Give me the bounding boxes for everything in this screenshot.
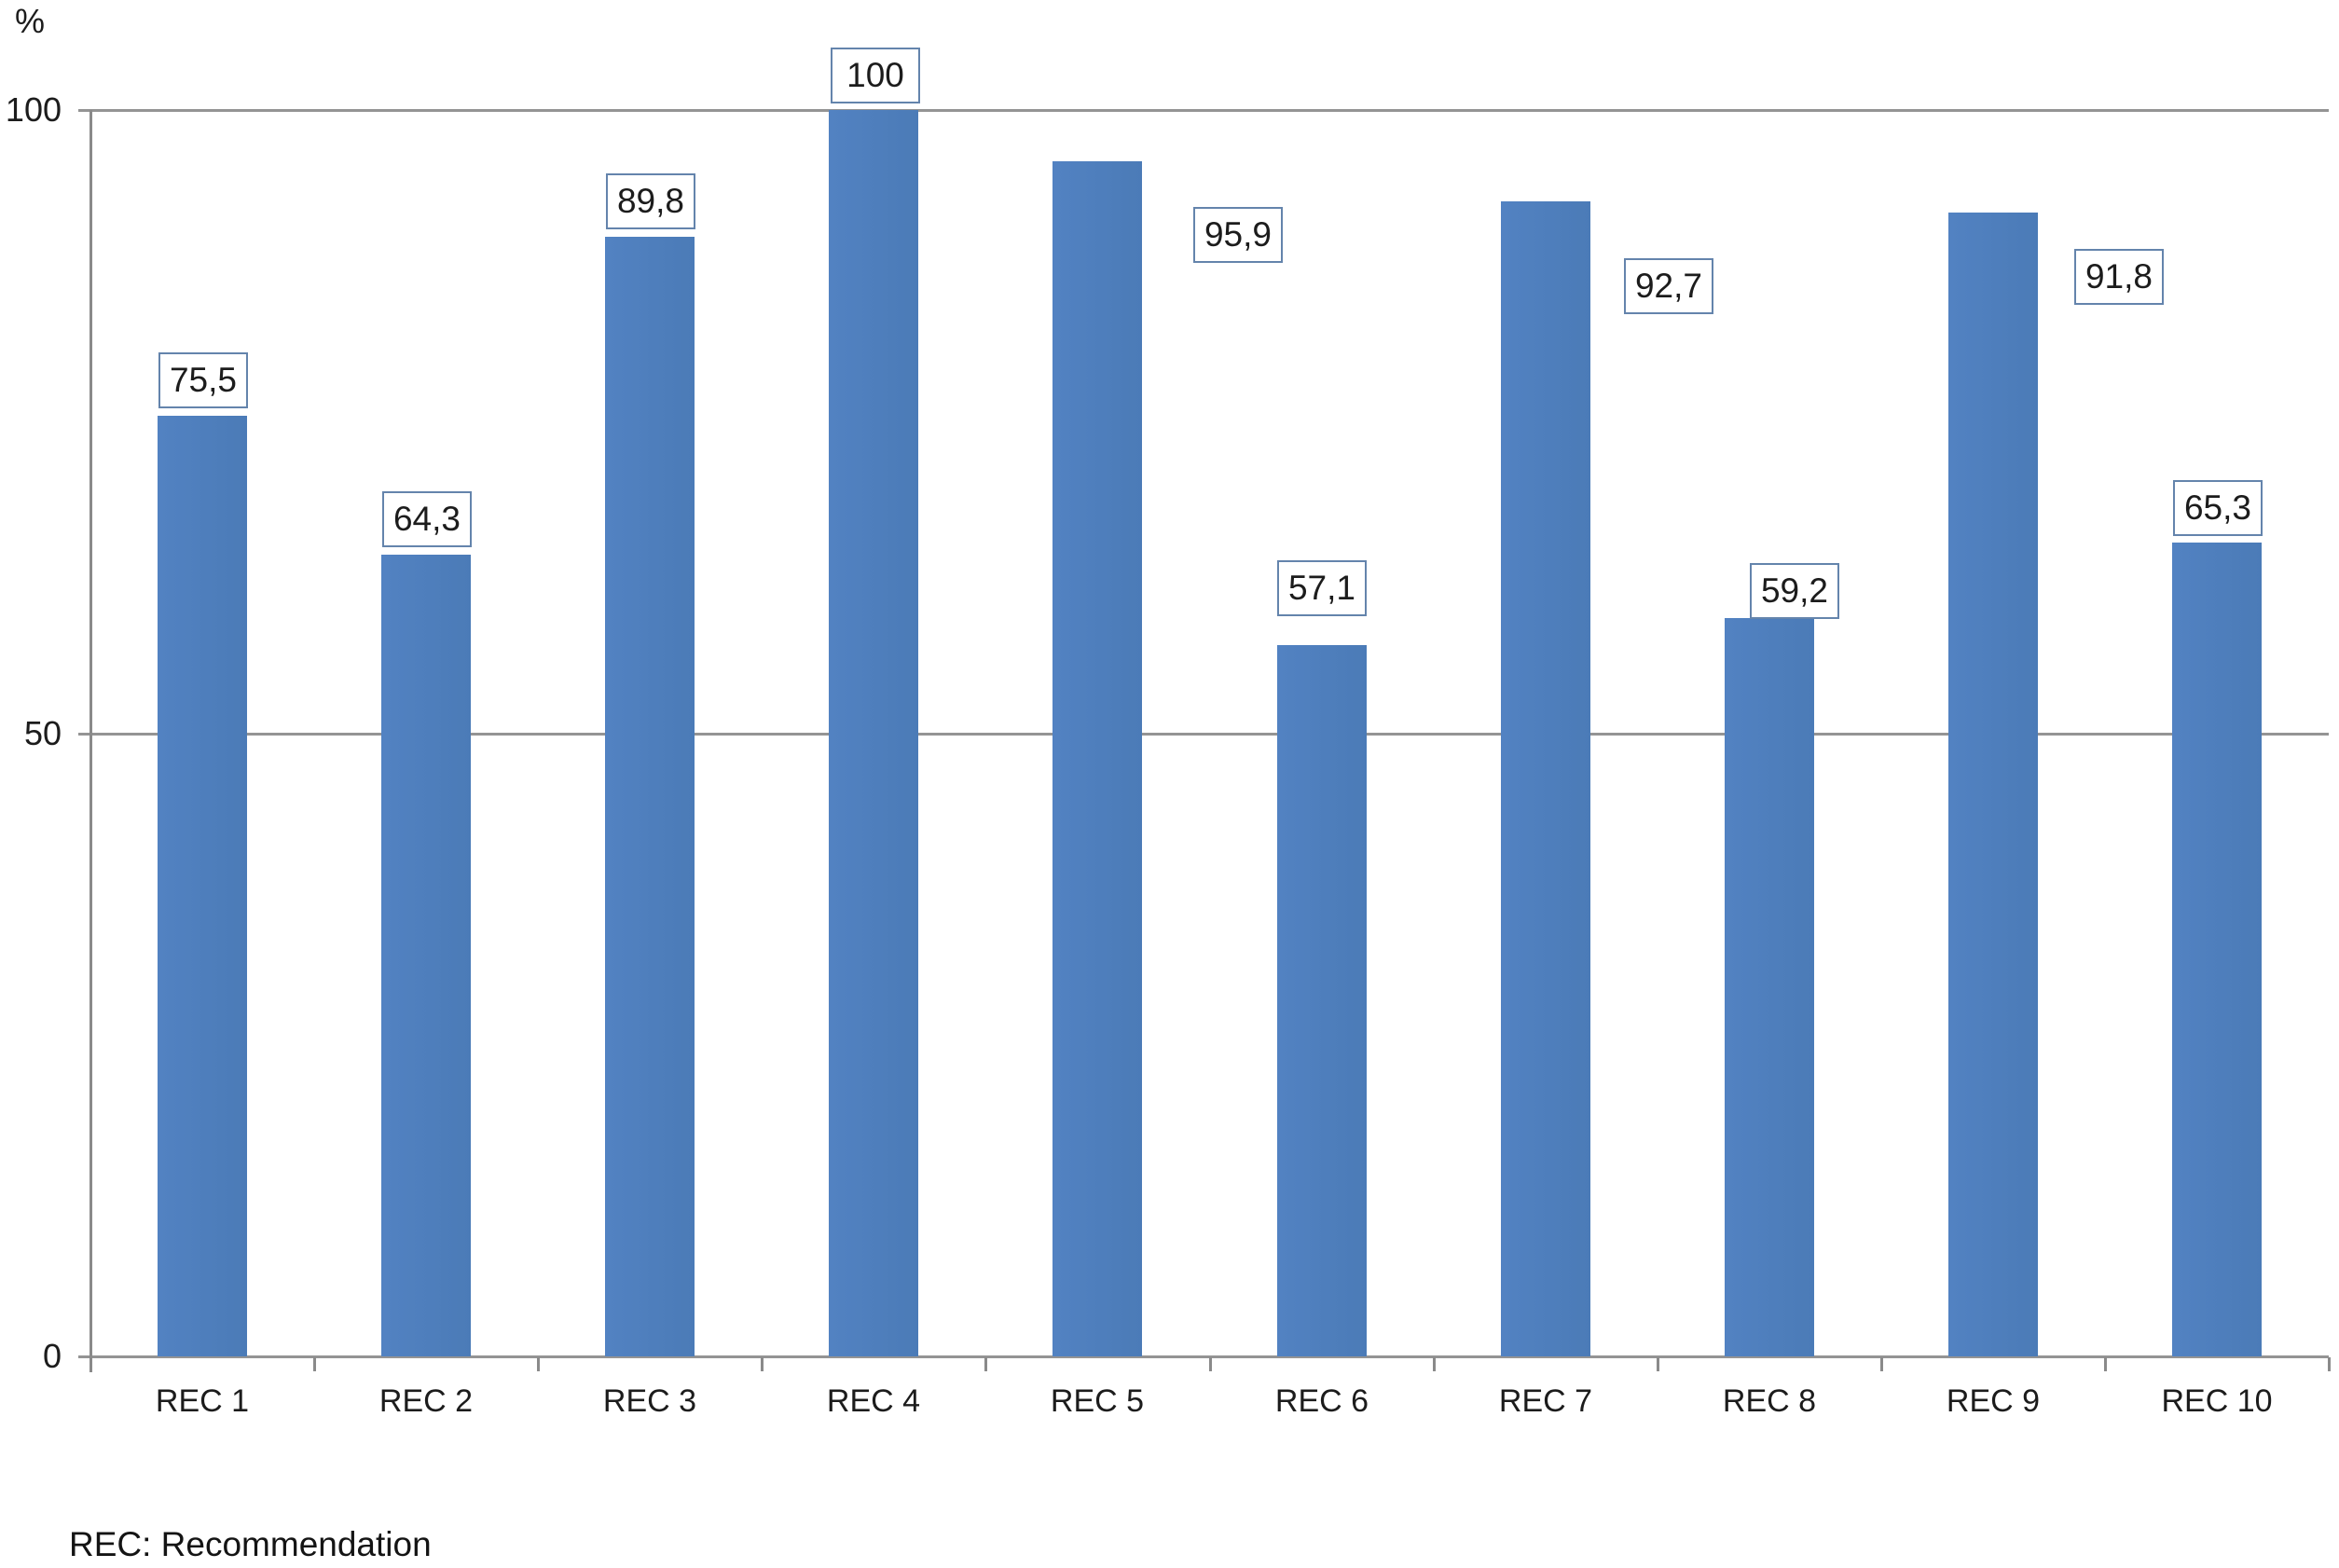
x-tick-label-rec-8: REC 8 <box>1722 1383 1817 1419</box>
x-axis-tick <box>1433 1357 1436 1371</box>
bar-rec-5 <box>1053 161 1142 1356</box>
bar-rec-3 <box>605 237 695 1356</box>
bar-rec-10 <box>2172 543 2262 1356</box>
bar-rec-4 <box>829 110 918 1356</box>
data-label-rec-10: 65,3 <box>2173 480 2263 536</box>
x-axis-tick <box>1657 1357 1659 1371</box>
x-axis-tick <box>2104 1357 2107 1371</box>
data-label-rec-4: 100 <box>831 48 920 103</box>
y-axis-unit-label: % <box>15 2 46 40</box>
x-axis-tick <box>761 1357 764 1371</box>
x-tick-label-rec-7: REC 7 <box>1498 1383 1593 1419</box>
x-axis-tick <box>313 1357 316 1371</box>
x-axis-tick <box>984 1357 987 1371</box>
y-axis-line <box>89 110 92 1372</box>
x-axis-tick <box>2328 1357 2331 1371</box>
bar-rec-2 <box>381 555 471 1356</box>
x-tick-label-rec-10: REC 10 <box>2161 1383 2273 1419</box>
data-label-rec-6: 57,1 <box>1277 560 1367 616</box>
bar-rec-1 <box>158 416 247 1356</box>
x-tick-label-rec-4: REC 4 <box>826 1383 921 1419</box>
bar-rec-9 <box>1948 213 2038 1356</box>
chart-footnote: REC: Recommendation <box>69 1525 432 1563</box>
x-axis-tick <box>1209 1357 1212 1371</box>
y-tick-label-100: 100 <box>5 90 62 129</box>
x-axis-tick <box>537 1357 540 1371</box>
bar-rec-7 <box>1501 201 1590 1356</box>
x-tick-label-rec-2: REC 2 <box>378 1383 474 1419</box>
data-label-rec-1: 75,5 <box>158 352 248 408</box>
data-label-rec-3: 89,8 <box>606 173 695 229</box>
data-label-rec-9: 91,8 <box>2074 249 2164 305</box>
data-label-rec-2: 64,3 <box>382 491 472 547</box>
x-tick-label-rec-3: REC 3 <box>602 1383 697 1419</box>
bar-rec-6 <box>1277 645 1367 1356</box>
x-tick-label-rec-9: REC 9 <box>1946 1383 2041 1419</box>
x-tick-label-rec-5: REC 5 <box>1050 1383 1145 1419</box>
x-axis-tick <box>89 1357 92 1371</box>
data-label-rec-8: 59,2 <box>1750 563 1839 619</box>
y-tick-label-50: 50 <box>23 714 62 752</box>
x-axis-tick <box>1880 1357 1883 1371</box>
gridline-100 <box>78 109 2329 112</box>
x-tick-label-rec-1: REC 1 <box>155 1383 250 1419</box>
gridline-50 <box>78 733 2329 736</box>
bar-rec-8 <box>1725 618 1814 1356</box>
y-tick-label-0: 0 <box>42 1337 62 1375</box>
x-tick-label-rec-6: REC 6 <box>1274 1383 1369 1419</box>
data-label-rec-7: 92,7 <box>1624 258 1713 314</box>
data-label-rec-5: 95,9 <box>1193 207 1283 263</box>
x-axis-line <box>78 1355 2329 1358</box>
